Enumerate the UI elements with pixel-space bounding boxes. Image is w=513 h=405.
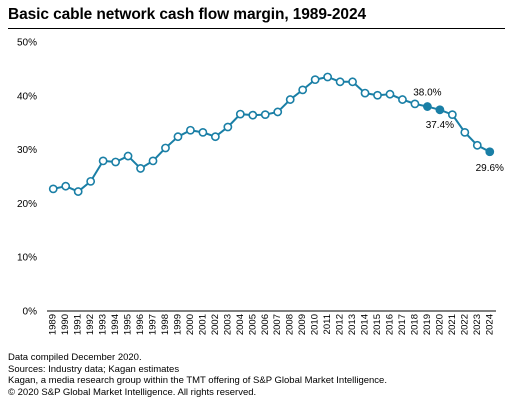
data-point bbox=[273, 107, 283, 117]
data-point bbox=[123, 151, 133, 161]
data-point bbox=[186, 125, 195, 135]
data-point bbox=[398, 95, 407, 104]
data-point bbox=[335, 77, 345, 87]
x-tick-label: 1994 bbox=[110, 314, 121, 335]
x-tick-label: 2009 bbox=[297, 314, 308, 335]
data-point-highlighted bbox=[485, 147, 495, 157]
title-divider bbox=[8, 28, 505, 29]
y-tick-label: 30% bbox=[17, 145, 37, 156]
data-point bbox=[198, 127, 208, 137]
data-point bbox=[210, 132, 220, 142]
x-tick-label: 2003 bbox=[222, 314, 233, 335]
x-tick-label: 2005 bbox=[247, 314, 258, 335]
x-tick-label: 2024 bbox=[484, 314, 495, 335]
data-point bbox=[310, 75, 320, 85]
data-point bbox=[410, 99, 420, 109]
data-point bbox=[460, 127, 470, 137]
data-point bbox=[98, 156, 108, 166]
data-point bbox=[48, 184, 58, 194]
footer-date-note: Data compiled December 2020. bbox=[8, 352, 142, 363]
data-point bbox=[223, 122, 233, 132]
data-point bbox=[373, 90, 382, 100]
x-tick-label: 1992 bbox=[85, 314, 96, 335]
footer-publisher: Kagan, a media research group within the… bbox=[8, 375, 387, 386]
x-tick-label: 1989 bbox=[48, 314, 59, 335]
x-tick-label: 1999 bbox=[172, 314, 183, 335]
data-point bbox=[161, 143, 170, 153]
data-point bbox=[111, 157, 120, 167]
y-tick-label: 40% bbox=[17, 91, 37, 102]
data-point bbox=[136, 164, 145, 173]
x-tick-label: 2017 bbox=[397, 314, 408, 335]
data-point bbox=[61, 181, 71, 191]
x-tick-label: 2000 bbox=[185, 314, 196, 335]
chart-title: Basic cable network cash flow margin, 19… bbox=[8, 6, 366, 23]
x-tick-label: 2001 bbox=[197, 314, 208, 335]
x-tick-label: 2006 bbox=[260, 314, 271, 335]
data-point bbox=[447, 110, 457, 120]
data-point bbox=[260, 110, 270, 120]
data-point bbox=[323, 72, 333, 82]
data-point bbox=[148, 156, 158, 166]
data-label: 37.4% bbox=[426, 120, 454, 131]
data-label: 29.6% bbox=[476, 163, 504, 174]
data-point bbox=[86, 176, 96, 186]
x-tick-label: 2002 bbox=[210, 314, 221, 335]
chart-footer: Data compiled December 2020. Sources: In… bbox=[8, 352, 387, 398]
x-tick-label: 2004 bbox=[235, 314, 246, 335]
data-point-highlighted bbox=[435, 105, 445, 115]
y-tick-label: 10% bbox=[17, 253, 37, 264]
x-tick-label: 1997 bbox=[148, 314, 159, 335]
data-label: 38.0% bbox=[413, 88, 441, 99]
data-point bbox=[235, 109, 245, 119]
x-tick-label: 2007 bbox=[272, 314, 283, 335]
x-tick-label: 2023 bbox=[472, 314, 483, 335]
x-tick-label: 2011 bbox=[322, 314, 333, 334]
x-tick-label: 1995 bbox=[123, 314, 134, 335]
x-tick-label: 2020 bbox=[434, 314, 445, 335]
x-tick-label: 2015 bbox=[372, 314, 383, 335]
x-tick-label: 2022 bbox=[459, 314, 470, 335]
data-point bbox=[173, 132, 183, 142]
x-tick-label: 1998 bbox=[160, 314, 171, 335]
data-point bbox=[248, 110, 258, 120]
x-tick-label: 2018 bbox=[409, 314, 420, 335]
data-point-highlighted bbox=[423, 102, 432, 111]
data-point bbox=[348, 77, 357, 87]
x-tick-label: 1990 bbox=[60, 314, 71, 335]
data-point bbox=[472, 140, 482, 150]
x-tick-label: 2013 bbox=[347, 314, 358, 335]
x-tick-label: 2008 bbox=[285, 314, 296, 335]
data-point bbox=[385, 89, 395, 99]
data-point bbox=[73, 187, 83, 196]
x-tick-label: 1991 bbox=[73, 314, 84, 335]
x-tick-label: 2019 bbox=[422, 314, 433, 335]
data-point bbox=[298, 85, 308, 95]
x-tick-label: 1993 bbox=[98, 314, 109, 335]
x-tick-label: 2010 bbox=[310, 314, 321, 335]
y-tick-label: 0% bbox=[23, 307, 38, 318]
x-tick-label: 1996 bbox=[135, 314, 146, 335]
y-tick-label: 50% bbox=[17, 38, 37, 49]
x-tick-label: 2012 bbox=[335, 314, 346, 335]
x-tick-label: 2016 bbox=[384, 314, 395, 335]
x-tick-label: 2014 bbox=[360, 314, 371, 335]
y-tick-label: 20% bbox=[17, 199, 37, 210]
data-point bbox=[285, 95, 295, 104]
x-tick-label: 2021 bbox=[447, 314, 458, 335]
footer-copyright: © 2020 S&P Global Market Intelligence. A… bbox=[8, 386, 257, 398]
footer-sources: Sources: Industry data; Kagan estimates bbox=[8, 363, 180, 375]
data-point bbox=[360, 88, 370, 98]
